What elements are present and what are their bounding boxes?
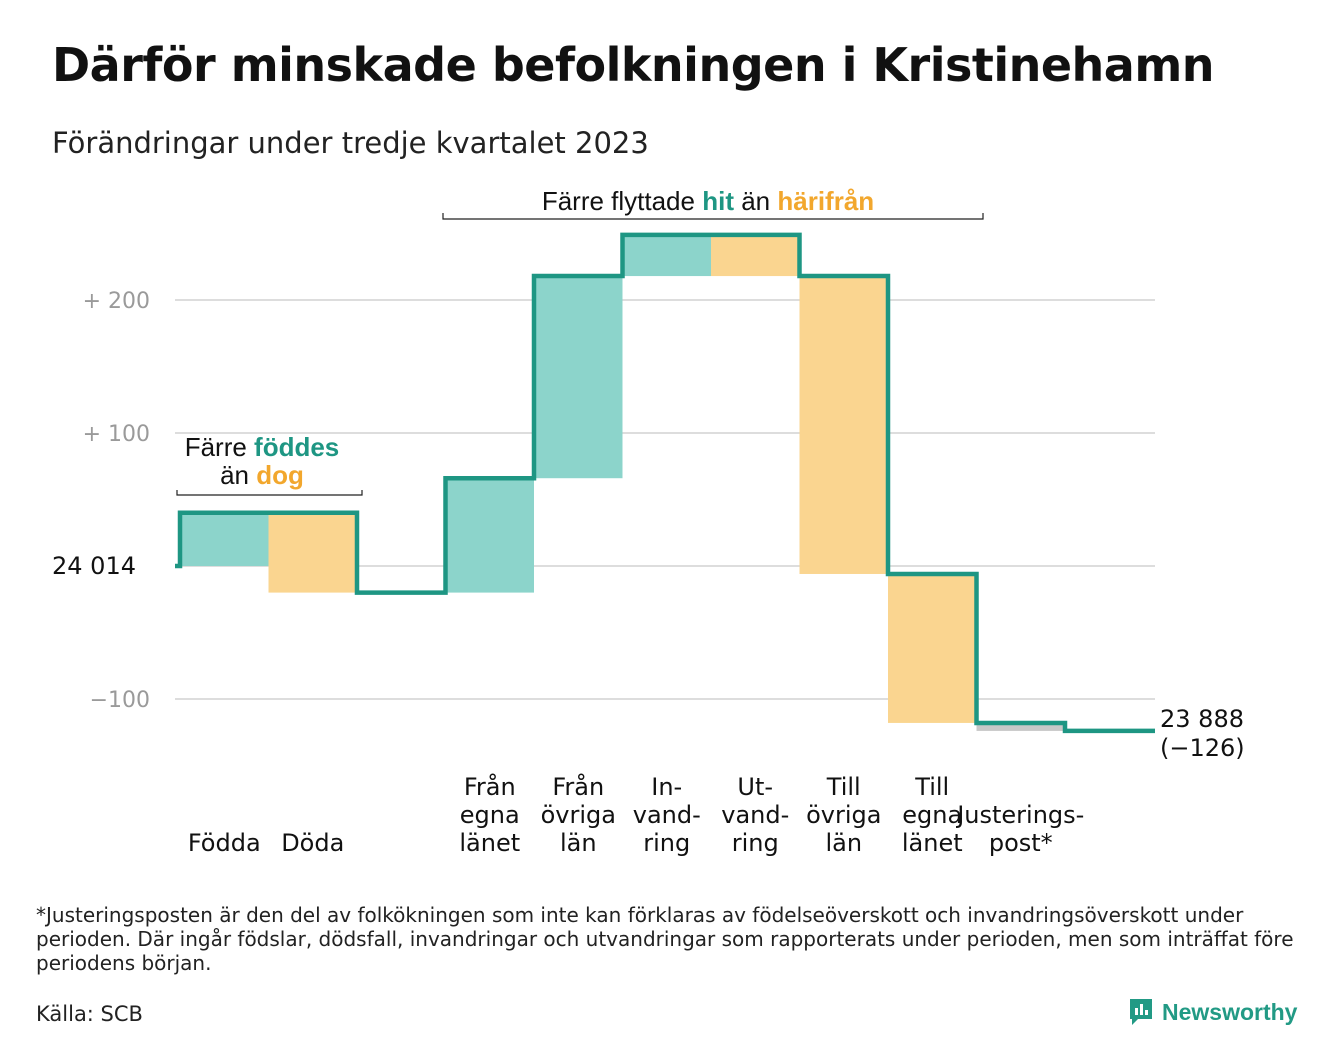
- category-label-invandring: In-: [651, 773, 682, 801]
- chart-title: Därför minskade befolkningen i Kristineh…: [52, 38, 1215, 92]
- y-tick-label: + 200: [83, 289, 150, 314]
- migration-annotation: Färre flyttade hit än härifrån: [542, 186, 874, 216]
- category-label-utvandring: vand-: [721, 801, 789, 829]
- bars: [180, 234, 1065, 731]
- bar-till-egna-lanet: [888, 573, 977, 723]
- chart-subtitle: Förändringar under tredje kvartalet 2023: [52, 126, 649, 160]
- category-label-utvandring: ring: [732, 829, 779, 857]
- brand-name: Newsworthy: [1162, 998, 1298, 1025]
- category-label-fran-ovriga-lan: län: [560, 829, 597, 857]
- migration-annotation-harifran: härifrån: [777, 186, 874, 216]
- brand-logo: Newsworthy: [1128, 997, 1297, 1027]
- category-label-till-egna-lanet: egna: [902, 801, 962, 829]
- births-annotation-plain2: än: [220, 460, 256, 490]
- running-total-line: [175, 232, 1155, 734]
- bar-doda: [268, 512, 357, 593]
- births-bracket: [176, 490, 363, 496]
- category-label-utvandring: Ut-: [737, 773, 773, 801]
- migration-annotation-plain2: än: [734, 186, 777, 216]
- category-label-till-egna-lanet: Till: [914, 773, 949, 801]
- category-label-till-ovriga-lan: övriga: [806, 801, 881, 829]
- bar-fodda: [180, 512, 269, 566]
- waterfall-chart: + 200 + 100 −100 24 014 23 888(−126) Födda Dö…: [52, 186, 1245, 857]
- births-annotation-highlight2: dog: [256, 460, 304, 490]
- category-label-till-ovriga-lan: län: [825, 829, 862, 857]
- migration-annotation-hit: hit: [702, 186, 734, 216]
- category-label-justeringspost: Justerings-: [955, 801, 1084, 829]
- category-label-fran-egna-lanet: länet: [459, 829, 520, 857]
- bar-utvandring: [711, 234, 800, 277]
- y-tick-label: + 100: [83, 422, 150, 447]
- bar-justeringspost: [976, 722, 1065, 731]
- category-label-invandring: ring: [643, 829, 690, 857]
- y-tick-label: −100: [90, 688, 150, 713]
- bar-invandring: [622, 234, 711, 277]
- newsworthy-logo-icon: [1130, 999, 1152, 1025]
- end-change-label: (−126): [1160, 734, 1245, 762]
- migration-annotation-plain: Färre flyttade: [542, 186, 702, 216]
- bar-fran-egna-lanet: [445, 478, 534, 593]
- category-label-doda: Döda: [281, 829, 344, 857]
- migration-bracket: [442, 213, 984, 220]
- y-axis-tick-labels: + 200 + 100 −100 24 014 23 888(−126): [52, 289, 1245, 762]
- category-label-fodda: Födda: [188, 829, 261, 857]
- category-label-justeringspost: post*: [989, 829, 1053, 857]
- category-labels: Födda DödaFrånegnalänetFrånövrigalänIn-va…: [188, 772, 1084, 857]
- category-label-fran-egna-lanet: Från: [464, 772, 516, 801]
- running-total-line-group: [175, 232, 1155, 734]
- category-label-fran-egna-lanet: egna: [460, 801, 520, 829]
- births-annotation-line2: än dog: [220, 460, 304, 490]
- end-value-label: 23 888: [1160, 705, 1244, 733]
- gridlines: [175, 299, 1155, 700]
- births-annotation-line1: Färre föddes: [185, 432, 340, 462]
- source-label: Källa: SCB: [36, 1002, 143, 1026]
- births-annotation-plain: Färre: [185, 432, 254, 462]
- category-label-till-ovriga-lan: Till: [826, 773, 861, 801]
- footnote: *Justeringsposten är den del av folkökni…: [36, 903, 1294, 975]
- category-label-invandring: vand-: [633, 801, 701, 829]
- category-label-till-egna-lanet: länet: [902, 829, 963, 857]
- births-annotation-highlight: föddes: [254, 432, 339, 462]
- start-value-label: 24 014: [52, 552, 136, 580]
- annotations: Färre föddes än dog Färre flyttade hit ä…: [176, 186, 984, 496]
- category-label-fran-ovriga-lan: övriga: [541, 801, 616, 829]
- bar-till-ovriga-lan: [799, 276, 888, 574]
- bar-fran-ovriga-lan: [534, 276, 623, 479]
- category-label-fran-ovriga-lan: Från: [552, 772, 604, 801]
